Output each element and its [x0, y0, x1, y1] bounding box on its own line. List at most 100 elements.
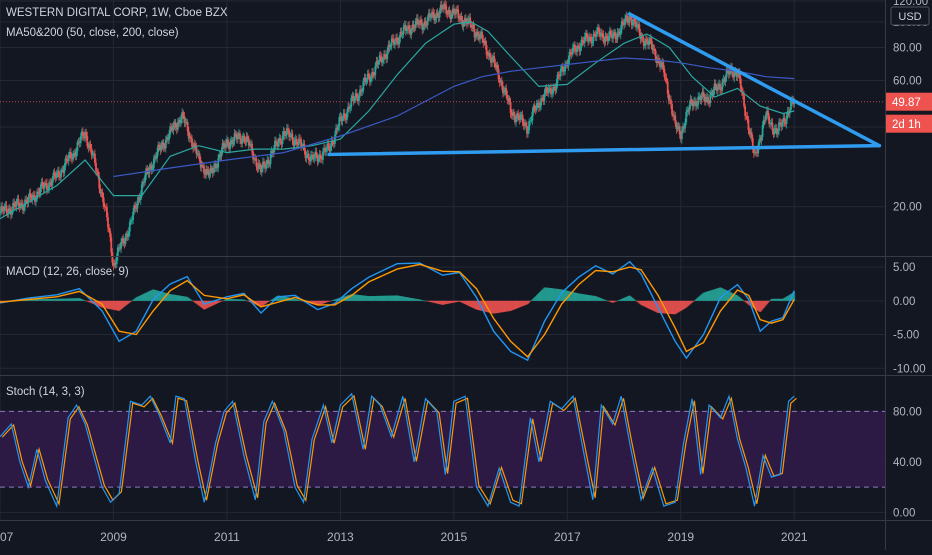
candle-body: [452, 8, 455, 13]
candle-body: [332, 143, 335, 145]
candle-body: [658, 58, 660, 61]
macd-histogram-bar: [194, 300, 197, 303]
macd-histogram-bar: [498, 300, 501, 313]
macd-histogram-bar: [747, 300, 750, 305]
candle-body: [720, 89, 723, 91]
candle-body: [746, 116, 749, 120]
candle-body: [200, 165, 203, 168]
macd-histogram-bar: [692, 300, 695, 302]
candle-body: [205, 169, 208, 176]
candle-body: [25, 199, 28, 202]
candle-body: [545, 87, 548, 92]
macd-histogram-bar: [278, 295, 281, 301]
candle-body: [118, 247, 120, 249]
macd-histogram-bar: [138, 295, 141, 301]
macd-histogram-bar: [284, 296, 287, 301]
macd-histogram-bar: [494, 300, 497, 314]
candle-body: [56, 170, 59, 173]
candle-body: [774, 128, 777, 129]
candle-body: [89, 144, 92, 149]
macd-histogram-bar: [552, 288, 555, 301]
macd-histogram-bar: [219, 300, 222, 302]
candle-body: [272, 148, 275, 154]
candle-body: [126, 233, 129, 237]
candle-body: [170, 126, 173, 128]
macd-histogram-bar: [504, 300, 507, 312]
macd-histogram-bar: [180, 295, 183, 301]
macd-histogram-bar: [154, 289, 156, 301]
candle-body: [781, 122, 784, 127]
candle-body: [209, 167, 212, 174]
candle-body: [560, 66, 563, 69]
macd-histogram-bar: [150, 290, 153, 301]
candle-body: [601, 32, 604, 34]
candle-body: [643, 45, 646, 46]
macd-histogram-bar: [505, 300, 508, 312]
candle-body: [190, 136, 192, 139]
macd-histogram-bar: [640, 300, 643, 306]
symbol-title[interactable]: WESTERN DIGITAL CORP, 1W, Cboe BZX: [6, 7, 228, 19]
stoch-indicator-label[interactable]: Stoch (14, 3, 3): [6, 386, 85, 398]
candle-body: [300, 139, 303, 147]
candle-body: [385, 57, 388, 59]
macd-histogram-bar: [500, 300, 503, 313]
candle-body: [529, 120, 532, 122]
candle-body: [16, 199, 19, 201]
candle-body: [59, 176, 61, 178]
candle-body: [271, 150, 274, 154]
macd-histogram-bar: [707, 291, 709, 301]
macd-histogram-bar: [471, 300, 474, 308]
candle-body: [240, 139, 243, 144]
macd-histogram-bar: [197, 300, 200, 306]
macd-histogram-bar: [155, 290, 157, 301]
candle-body: [493, 56, 496, 64]
candle-body: [7, 208, 10, 214]
candle-body: [478, 35, 480, 40]
candle-body: [54, 175, 57, 178]
macd-histogram-bar: [424, 300, 427, 302]
macd-histogram-bar: [354, 294, 357, 301]
macd-histogram-bar: [147, 291, 150, 301]
macd-histogram-bar: [463, 300, 466, 304]
candle-body: [245, 136, 248, 143]
candle-body: [745, 115, 748, 117]
macd-histogram-bar: [652, 300, 655, 311]
macd-histogram-bar: [315, 300, 318, 306]
macd-histogram-bar: [483, 300, 486, 312]
candle-body: [35, 199, 37, 202]
candle-body: [660, 65, 663, 68]
candle-body: [139, 195, 142, 201]
macd-histogram-bar: [793, 292, 796, 301]
macd-histogram-bar: [90, 300, 93, 304]
candle-body: [588, 36, 591, 42]
candle-body: [256, 166, 259, 169]
macd-histogram-bar: [482, 300, 485, 312]
candle-body: [328, 145, 331, 152]
macd-histogram-bar: [594, 296, 597, 301]
candle-body: [460, 15, 463, 21]
macd-histogram-bar: [240, 299, 243, 301]
candle-body: [719, 84, 721, 90]
candle-body: [701, 91, 704, 97]
candle-body: [694, 100, 696, 102]
macd-histogram-bar: [74, 298, 77, 301]
macd-histogram-bar: [684, 300, 687, 309]
macd-histogram-bar: [212, 300, 215, 306]
candle-body: [336, 128, 339, 130]
macd-histogram-bar: [140, 294, 143, 301]
ma-indicator-label[interactable]: MA50&200 (50, close, 200, close): [6, 27, 179, 39]
candle-body: [351, 96, 354, 99]
macd-histogram-bar: [512, 300, 515, 310]
macd-histogram-bar: [743, 300, 745, 302]
macd-histogram-bar: [410, 297, 413, 301]
macd-histogram-bar: [436, 300, 439, 304]
macd-histogram-bar: [551, 288, 553, 301]
macd-histogram-bar: [106, 300, 108, 309]
macd-histogram-bar: [522, 300, 525, 306]
macd-indicator-label[interactable]: MACD (12, 26, close, 9): [6, 266, 129, 278]
macd-histogram-bar: [548, 287, 551, 301]
candle-body: [171, 127, 174, 131]
candle-body: [454, 12, 456, 15]
candle-body: [785, 115, 788, 124]
